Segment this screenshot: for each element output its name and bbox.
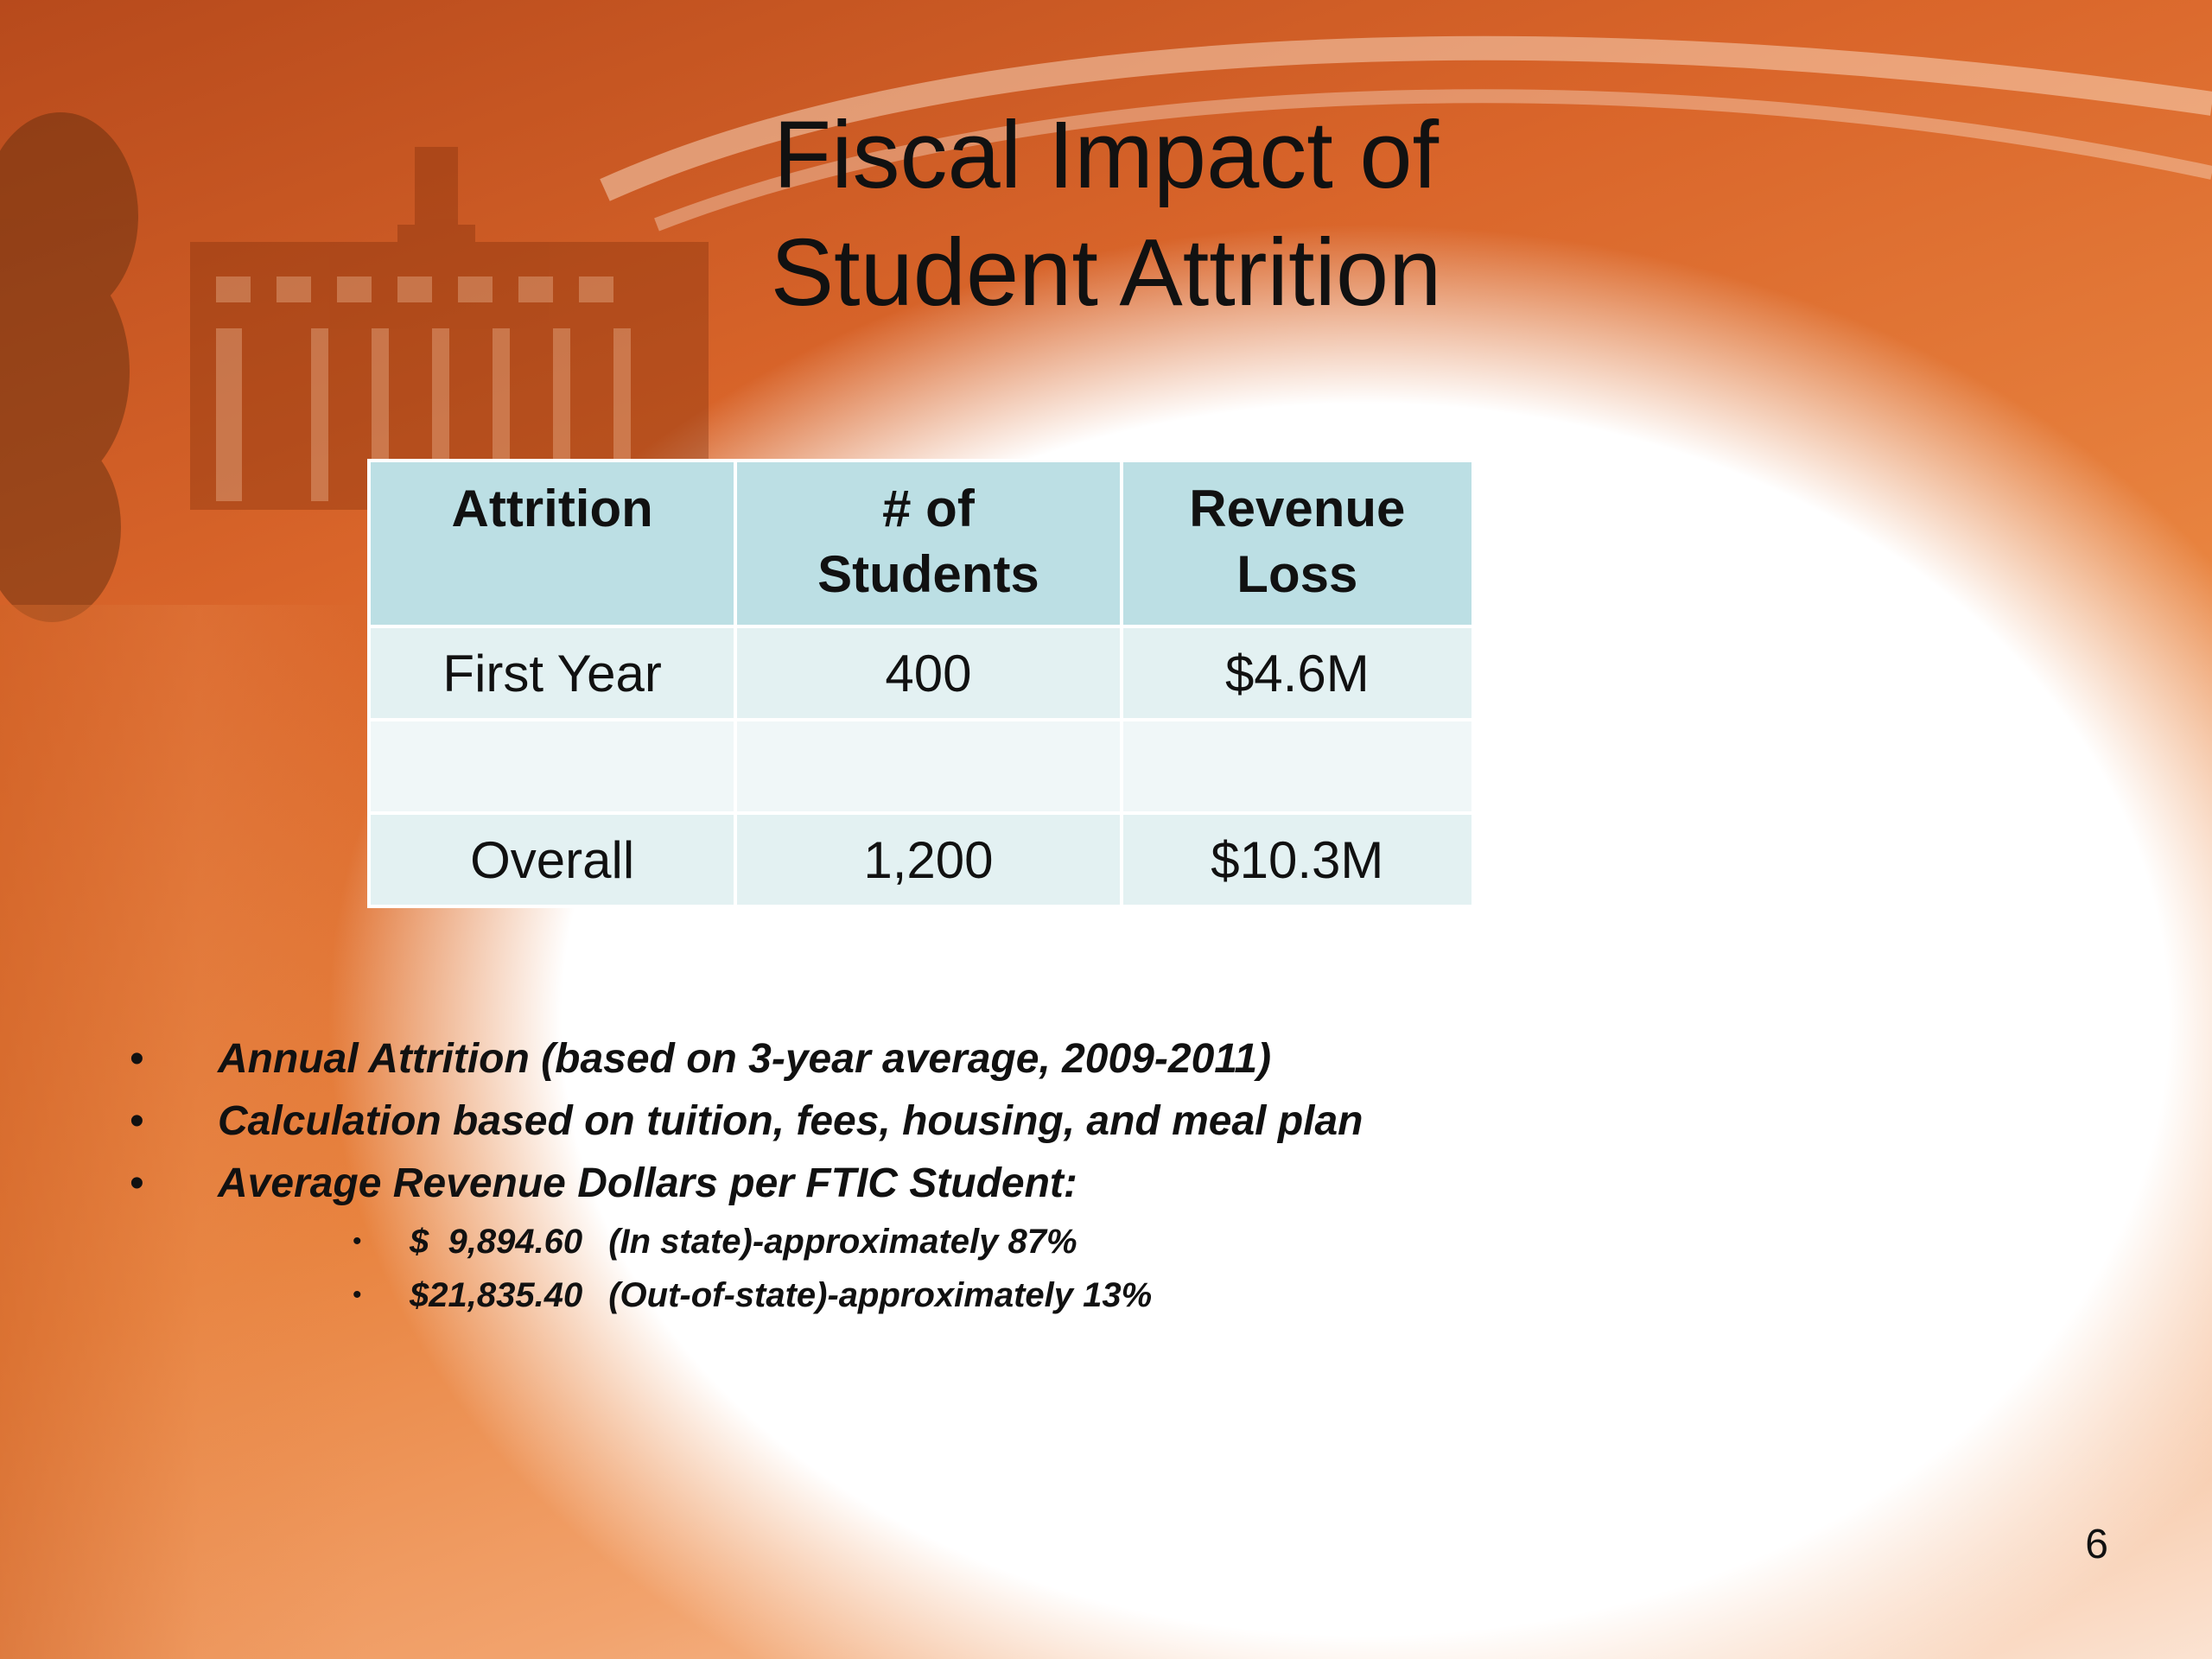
bullet-text: Average Revenue Dollars per FTIC Student… xyxy=(218,1160,1077,1206)
table-row xyxy=(366,718,1476,815)
header-revenue-loss-line-2: Loss xyxy=(1236,545,1358,603)
title-line-2: Student Attrition xyxy=(770,219,1442,326)
bullet-icon: • xyxy=(130,1098,144,1144)
list-item: • Average Revenue Dollars per FTIC Stude… xyxy=(130,1153,1685,1215)
bullet-icon: • xyxy=(353,1227,362,1255)
header-attrition-line-1: Attrition xyxy=(451,480,653,537)
table-cell: First Year xyxy=(366,625,738,721)
background-fade xyxy=(0,605,363,1659)
table-cell xyxy=(1119,718,1476,815)
bullet-icon: • xyxy=(130,1036,144,1082)
table-cell: Overall xyxy=(366,811,738,908)
header-num-students: # of Students xyxy=(734,459,1123,628)
table-row: First Year 400 $4.6M xyxy=(366,625,1476,721)
table-cell: 1,200 xyxy=(734,811,1123,908)
list-item: • Calculation based on tuition, fees, ho… xyxy=(130,1090,1685,1153)
bullet-text: Annual Attrition (based on 3-year averag… xyxy=(218,1036,1272,1082)
sub-bullet-amount: $ 9,894.60 xyxy=(410,1223,583,1261)
bullet-list: • Annual Attrition (based on 3-year aver… xyxy=(130,1028,1685,1322)
list-item: • Annual Attrition (based on 3-year aver… xyxy=(130,1028,1685,1090)
bullet-icon: • xyxy=(353,1281,362,1309)
campus-building-image xyxy=(190,147,709,510)
page-number: 6 xyxy=(2085,1522,2108,1567)
bullet-icon: • xyxy=(130,1160,144,1206)
table-cell: $10.3M xyxy=(1119,811,1476,908)
sub-bullet-text: (Out-of-state)-approximately 13% xyxy=(608,1276,1153,1314)
table-cell: 400 xyxy=(734,625,1123,721)
sub-list-item: • $ 9,894.60 (In state)-approximately 87% xyxy=(130,1215,1685,1268)
table-cell xyxy=(366,718,738,815)
slide-title: Fiscal Impact of Student Attrition xyxy=(691,97,1521,332)
attrition-table: Attrition # of Students Revenue Loss Fir… xyxy=(366,459,1476,908)
header-num-students-line-1: # of xyxy=(882,480,975,537)
sub-bullet-amount: $21,835.40 xyxy=(410,1276,583,1314)
table-cell xyxy=(734,718,1123,815)
bullet-text: Calculation based on tuition, fees, hous… xyxy=(218,1098,1363,1144)
title-line-1: Fiscal Impact of xyxy=(772,102,1440,208)
header-attrition: Attrition xyxy=(366,459,738,628)
sub-list-item: • $21,835.40 (Out-of-state)-approximately… xyxy=(130,1268,1685,1322)
sub-bullet-text: (In state)-approximately 87% xyxy=(608,1223,1077,1261)
header-revenue-loss: Revenue Loss xyxy=(1119,459,1476,628)
table-cell: $4.6M xyxy=(1119,625,1476,721)
table-header-row: Attrition # of Students Revenue Loss xyxy=(366,459,1476,628)
table-row: Overall 1,200 $10.3M xyxy=(366,811,1476,908)
header-revenue-loss-line-1: Revenue xyxy=(1189,480,1406,537)
tree-image xyxy=(0,112,138,622)
header-num-students-line-2: Students xyxy=(817,545,1039,603)
